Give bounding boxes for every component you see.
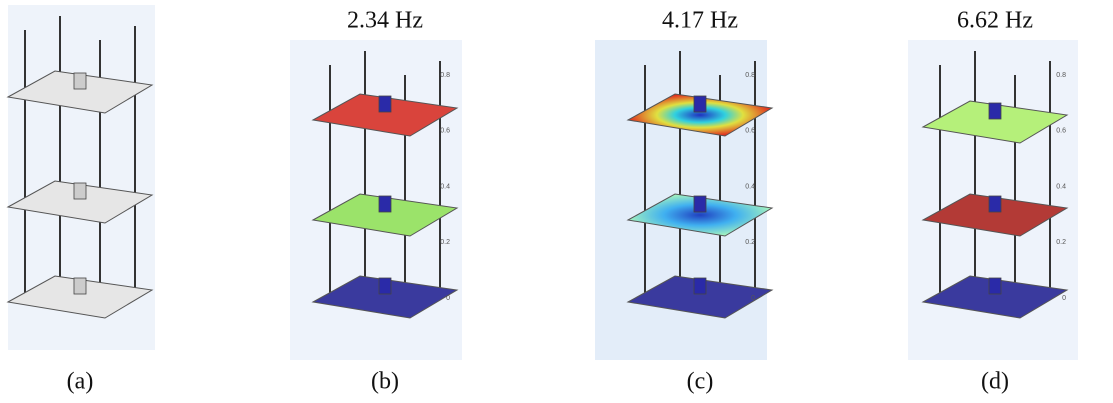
z-tick-label: 0.4 (1056, 183, 1066, 190)
figure-canvas: (a) 0.8 0.6 0.4 0.2 0 2.34 Hz (b) 0.8 0.6 0.4 0.2 0 4… (0, 0, 1113, 403)
z-tick-label: 0.2 (745, 239, 755, 246)
z-tick-label: 0.6 (440, 128, 450, 135)
panel-title: 6.62 Hz (957, 8, 1033, 34)
mass-block (379, 96, 391, 112)
mass-block (379, 196, 391, 212)
z-tick-label: 0.2 (440, 239, 450, 246)
panel-label: (d) (981, 369, 1009, 395)
mass-block (74, 183, 86, 199)
z-tick-label: 0 (1062, 295, 1066, 302)
mass-block (74, 73, 86, 89)
mass-block (989, 196, 1001, 212)
z-tick-label: 0.6 (745, 128, 755, 135)
panel-title: 2.34 Hz (347, 8, 423, 34)
z-tick-label: 0.2 (1056, 239, 1066, 246)
z-tick-label: 0.8 (440, 72, 450, 79)
z-tick-label: 0.4 (440, 183, 450, 190)
z-tick-label: 0.8 (1056, 72, 1066, 79)
z-tick-label: 0 (751, 295, 755, 302)
mass-block (74, 278, 86, 294)
panel-label: (b) (371, 369, 399, 395)
mass-block (989, 278, 1001, 294)
panel-label: (c) (687, 369, 714, 395)
mass-block (989, 103, 1001, 119)
panel-title: 4.17 Hz (662, 8, 738, 34)
z-tick-label: 0.6 (1056, 128, 1066, 135)
mass-block (694, 96, 706, 112)
panel-label: (a) (67, 369, 94, 395)
figure: (a) 0.8 0.6 0.4 0.2 0 2.34 Hz (b) 0.8 0.6 0.4 0.2 0 4… (0, 0, 1113, 403)
mass-block (694, 196, 706, 212)
z-tick-label: 0.4 (745, 183, 755, 190)
mass-block (379, 278, 391, 294)
z-tick-label: 0 (446, 295, 450, 302)
mass-block (694, 278, 706, 294)
z-tick-label: 0.8 (745, 72, 755, 79)
